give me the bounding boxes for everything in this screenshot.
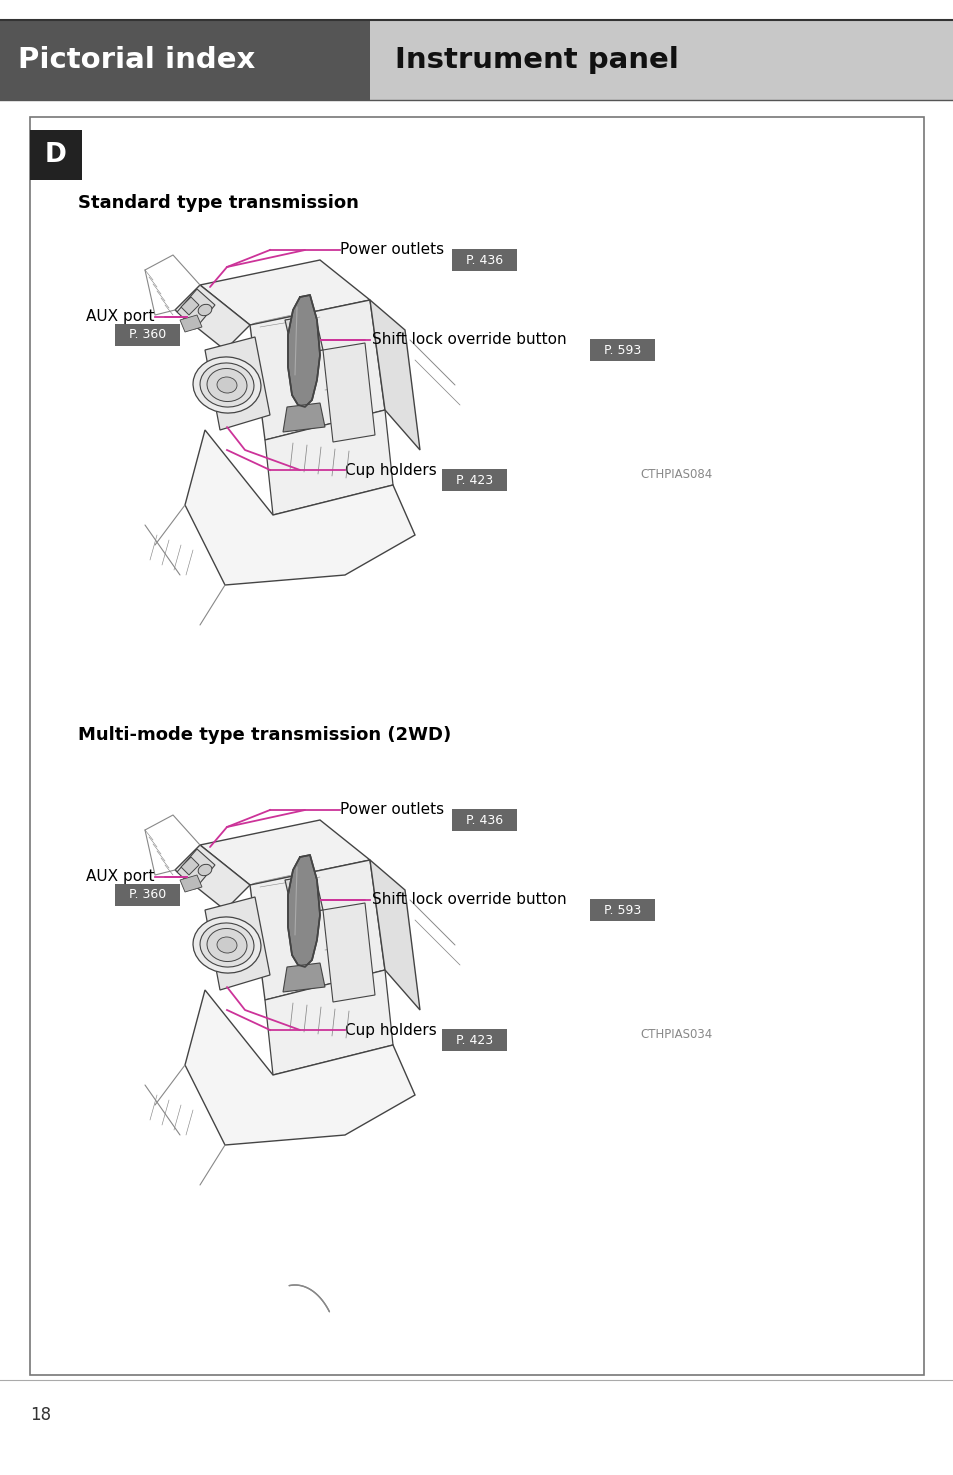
Ellipse shape (198, 864, 212, 876)
Polygon shape (288, 295, 319, 407)
Polygon shape (180, 316, 202, 332)
Text: P. 593: P. 593 (603, 344, 640, 357)
Text: Cup holders: Cup holders (345, 1022, 436, 1037)
Polygon shape (200, 260, 370, 324)
Text: Power outlets: Power outlets (339, 242, 444, 258)
Text: CTHPIAS034: CTHPIAS034 (639, 1028, 712, 1041)
Text: P. 436: P. 436 (465, 814, 502, 826)
Ellipse shape (200, 363, 253, 407)
Polygon shape (181, 857, 199, 875)
Bar (370, 21, 953, 100)
Bar (589, 339, 655, 361)
Bar (441, 469, 506, 491)
Polygon shape (181, 296, 199, 316)
Polygon shape (205, 336, 270, 431)
Polygon shape (250, 860, 385, 1000)
Text: CTHPIAS084: CTHPIAS084 (639, 469, 712, 481)
Ellipse shape (193, 917, 261, 974)
Text: P. 360: P. 360 (129, 888, 166, 901)
Text: 18: 18 (30, 1406, 51, 1423)
Polygon shape (370, 299, 419, 450)
Polygon shape (180, 875, 202, 892)
Ellipse shape (216, 378, 236, 392)
Polygon shape (288, 855, 319, 968)
Polygon shape (265, 410, 393, 515)
Text: AUX port: AUX port (87, 869, 154, 885)
Polygon shape (323, 903, 375, 1002)
Text: Shift lock override button: Shift lock override button (372, 892, 566, 907)
Polygon shape (185, 990, 415, 1145)
Ellipse shape (193, 357, 261, 413)
Text: P. 436: P. 436 (465, 254, 502, 267)
Text: Shift lock override button: Shift lock override button (372, 332, 566, 348)
Text: Power outlets: Power outlets (339, 802, 444, 817)
Polygon shape (177, 289, 214, 329)
Polygon shape (200, 820, 370, 885)
Bar (452, 808, 517, 830)
Polygon shape (283, 403, 325, 432)
Bar (30, 130, 82, 180)
Text: Standard type transmission: Standard type transmission (78, 195, 358, 212)
Bar (441, 1030, 506, 1052)
Polygon shape (370, 860, 419, 1010)
Bar (452, 249, 517, 271)
Text: D: D (45, 142, 67, 168)
Text: Instrument panel: Instrument panel (395, 46, 679, 74)
Text: P. 360: P. 360 (129, 329, 166, 342)
Polygon shape (283, 963, 325, 993)
Ellipse shape (207, 369, 247, 401)
Polygon shape (285, 875, 323, 914)
Ellipse shape (198, 304, 212, 316)
Text: Cup holders: Cup holders (345, 463, 436, 478)
Polygon shape (177, 850, 214, 889)
Text: P. 593: P. 593 (603, 904, 640, 916)
Polygon shape (174, 285, 250, 350)
Text: P. 423: P. 423 (456, 473, 493, 487)
Polygon shape (323, 344, 375, 442)
Text: AUX port: AUX port (87, 310, 154, 324)
Ellipse shape (207, 928, 247, 962)
Polygon shape (205, 897, 270, 990)
Bar (589, 898, 655, 920)
Ellipse shape (216, 937, 236, 953)
Text: Multi-mode type transmission (2WD): Multi-mode type transmission (2WD) (78, 726, 451, 743)
Ellipse shape (200, 923, 253, 968)
Bar (115, 324, 180, 347)
Polygon shape (174, 845, 250, 910)
Bar (30, 117, 923, 1375)
Bar (115, 884, 180, 906)
Polygon shape (185, 431, 415, 586)
Polygon shape (265, 971, 393, 1075)
Text: P. 423: P. 423 (456, 1034, 493, 1046)
Text: Pictorial index: Pictorial index (18, 46, 255, 74)
Polygon shape (250, 299, 385, 440)
Bar (0, 21, 370, 100)
Polygon shape (285, 316, 323, 355)
